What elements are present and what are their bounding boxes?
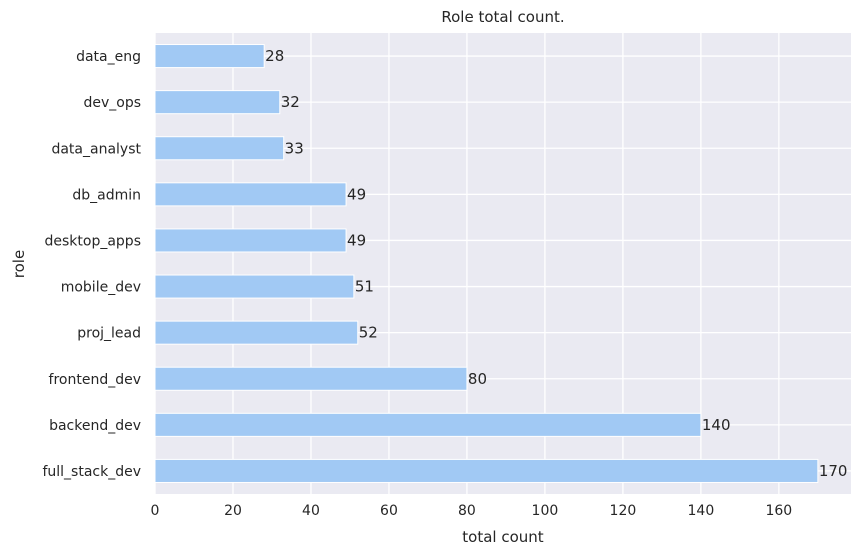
bar-data_analyst <box>154 136 285 161</box>
y-axis-label: role <box>10 250 28 278</box>
bar-data_eng <box>154 44 265 69</box>
y-tick-label: db_admin <box>72 187 141 203</box>
x-tick-label: 80 <box>458 503 476 519</box>
y-tick-label: desktop_apps <box>45 233 142 249</box>
bar-db_admin <box>154 182 347 207</box>
y-tick-label: frontend_dev <box>49 372 141 388</box>
bar-full_stack_dev <box>154 458 819 483</box>
y-tick-label: mobile_dev <box>61 280 141 296</box>
x-tick-labels: 0 20 40 60 80 100 120 140 160 <box>151 503 793 519</box>
bar-backend_dev <box>154 412 702 437</box>
x-tick-label: 120 <box>610 503 637 519</box>
data-label-dev_ops: 32 <box>281 93 300 111</box>
data-label-proj_lead: 52 <box>359 324 378 342</box>
data-labels: 28 32 33 49 49 51 52 80 140 170 <box>265 47 847 480</box>
x-tick-label: 100 <box>532 503 559 519</box>
y-tick-label: dev_ops <box>83 95 141 111</box>
x-tick-label: 20 <box>224 503 242 519</box>
y-tick-label: data_analyst <box>51 141 141 157</box>
chart-title: Role total count. <box>441 8 564 26</box>
y-tick-label: backend_dev <box>49 418 141 434</box>
x-axis-label: total count <box>462 528 544 546</box>
bar-desktop_apps <box>154 228 347 253</box>
bar-proj_lead <box>154 320 359 345</box>
data-label-backend_dev: 140 <box>702 416 731 434</box>
data-label-mobile_dev: 51 <box>355 278 374 296</box>
x-tick-label: 0 <box>151 503 160 519</box>
data-label-data_eng: 28 <box>265 47 284 65</box>
y-tick-label: proj_lead <box>77 326 141 342</box>
bar-frontend_dev <box>154 366 468 391</box>
x-tick-label: 140 <box>688 503 715 519</box>
data-label-data_analyst: 33 <box>285 139 304 157</box>
data-label-frontend_dev: 80 <box>468 370 487 388</box>
x-tick-label: 60 <box>380 503 398 519</box>
data-label-desktop_apps: 49 <box>347 231 366 249</box>
y-tick-labels: data_eng dev_ops data_analyst db_admindeskt… <box>42 49 141 480</box>
data-label-full_stack_dev: 170 <box>819 462 848 480</box>
data-label-db_admin: 49 <box>347 185 366 203</box>
y-tick-label: data_eng <box>76 49 141 65</box>
bars <box>154 44 819 483</box>
y-tick-label: full_stack_dev <box>42 464 141 480</box>
bar-mobile_dev <box>154 274 355 299</box>
bar-dev_ops <box>154 90 281 115</box>
x-tick-label: 40 <box>302 503 320 519</box>
x-tick-label: 160 <box>765 503 792 519</box>
